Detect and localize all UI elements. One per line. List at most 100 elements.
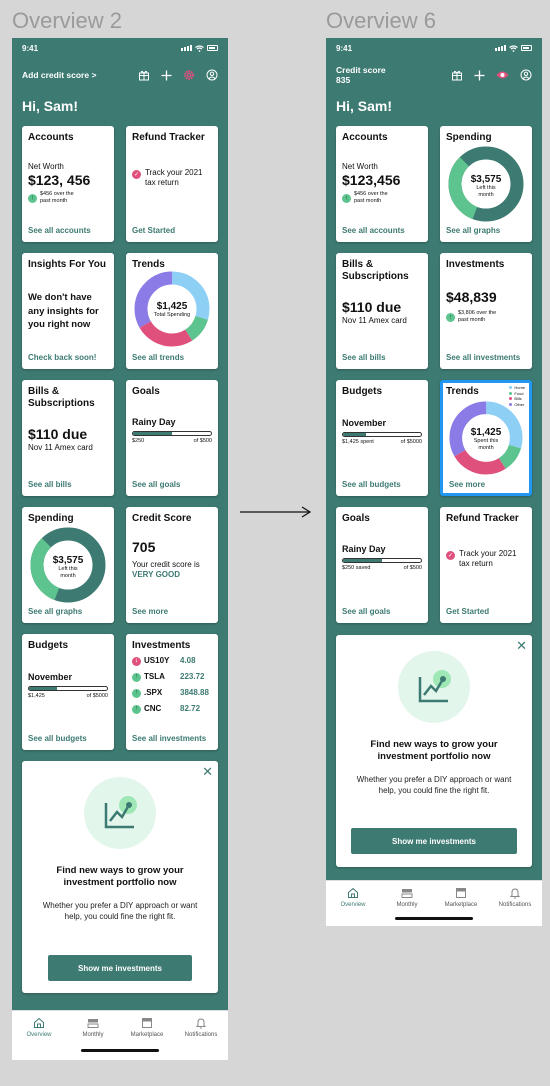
net-worth-value: $123, 456 [28,172,91,188]
see-all-trends-link[interactable]: See all trends [132,353,185,362]
show-me-investments-button[interactable]: Show me investments [351,828,517,854]
stock-value: 223.72 [180,672,205,681]
bills-card[interactable]: Bills & Subscriptions $110 due Nov 11 Ame… [336,253,428,369]
refund-tracker-card[interactable]: Refund Tracker ✓ Track your 2021 tax retu… [440,507,532,623]
settings-gear-icon[interactable] [183,69,195,81]
spending-card[interactable]: Spending $3,575 Left this month See all g… [440,126,532,242]
monthly-icon [87,1019,99,1028]
stock-row[interactable]: ↑ TSLA 223.72 [132,669,212,685]
transition-arrow-icon [240,506,312,518]
tab-bar: Overview Monthly Marketplace Notificatio… [12,1010,228,1060]
tab-monthly[interactable]: Monthly [68,1017,118,1060]
get-started-link[interactable]: Get Started [132,226,176,235]
status-bar: 9:41 [326,38,542,58]
see-all-graphs-link[interactable]: See all graphs [28,607,83,616]
see-all-goals-link[interactable]: See all goals [342,607,391,616]
get-started-link[interactable]: Get Started [446,607,490,616]
tab-overview[interactable]: Overview [328,887,378,926]
trends-card[interactable]: Trends Home Food Bills Other $1,425 Spen… [440,380,532,496]
signal-icon [181,45,192,51]
show-me-investments-button[interactable]: Show me investments [48,955,192,981]
bell-icon [195,1018,207,1029]
stock-row[interactable]: ↓ US10Y 4.08 [132,653,212,669]
see-all-accounts-link[interactable]: See all accounts [342,226,405,235]
tab-notifications[interactable]: Notifications [490,887,540,926]
status-time: 9:41 [336,43,353,53]
accounts-title: Accounts [342,132,388,143]
investments-card[interactable]: Investments $48,839 ↑ $3,806 over the pas… [440,253,532,369]
gift-icon[interactable] [451,69,463,81]
goals-card[interactable]: Goals Rainy Day $250 saved of $500 See al… [336,507,428,623]
tab-overview[interactable]: Overview [14,1017,64,1060]
tab-notifications[interactable]: Notifications [176,1017,226,1060]
see-all-accounts-link[interactable]: See all accounts [28,226,91,235]
add-credit-score-link[interactable]: Add credit score > [22,70,97,80]
gift-icon[interactable] [138,69,150,81]
monthly-icon [401,889,413,898]
stock-symbol: .SPX [144,688,163,697]
stock-row[interactable]: ↑ CNC 82.72 [132,701,212,717]
net-worth-label: Net Worth [342,162,378,171]
accounts-card[interactable]: Accounts Net Worth $123, 456 ↑ $456 over… [22,126,114,242]
refund-tracker-card[interactable]: Refund Tracker ✓ Track your 2021 tax retu… [126,126,218,242]
goals-title: Goals [342,513,370,524]
trends-sub: Total Spending [153,312,191,318]
investment-promo-card: ✕ Find new ways to grow your investment p… [336,635,532,867]
wifi-icon [509,44,518,52]
see-all-budgets-link[interactable]: See all budgets [28,734,87,743]
budgets-card[interactable]: Budgets November $1,425 spent of $5000 Se… [336,380,428,496]
insights-card[interactable]: Insights For You We don't have any insigh… [22,253,114,369]
stock-row[interactable]: ↑ .SPX 3848.88 [132,685,212,701]
bills-card[interactable]: Bills & Subscriptions $110 due Nov 11 Ame… [22,380,114,496]
spending-donut-chart [30,527,106,603]
see-all-goals-link[interactable]: See all goals [132,480,181,489]
home-icon [34,1017,44,1028]
status-bar: 9:41 [12,38,228,58]
close-icon[interactable]: ✕ [202,764,213,779]
budgets-title: Budgets [28,640,68,651]
spending-sub: Left this month [58,566,78,579]
accounts-card[interactable]: Accounts Net Worth $123,456 ↑ $456 over … [336,126,428,242]
stock-symbol: US10Y [144,656,170,665]
see-more-link[interactable]: See more [449,480,486,489]
see-all-investments-link[interactable]: See all investments [446,353,521,362]
battery-icon [521,45,532,51]
see-all-budgets-link[interactable]: See all budgets [342,480,401,489]
arrow-up-icon: ↑ [446,312,455,322]
goals-card[interactable]: Goals Rainy Day $250 of $500 See all goal… [126,380,218,496]
credit-score-card[interactable]: Credit Score 705 Your credit score is VE… [126,507,218,623]
see-more-link[interactable]: See more [132,607,169,616]
see-all-bills-link[interactable]: See all bills [342,353,386,362]
credit-score-header[interactable]: Credit score 835 [336,65,386,85]
investments-card[interactable]: Investments ↓ US10Y 4.08 ↑ TSLA 223.72 ↑ .SPX 38… [126,634,218,750]
budget-to: of $5000 [86,693,108,699]
add-icon[interactable] [474,70,485,81]
tab-marketplace[interactable]: Marketplace [122,1017,172,1060]
add-icon[interactable] [161,70,172,81]
see-all-graphs-link[interactable]: See all graphs [446,226,501,235]
close-icon[interactable]: ✕ [516,638,527,653]
goal-name: Rainy Day [132,417,176,427]
home-indicator [395,917,473,920]
tab-marketplace[interactable]: Marketplace [436,887,486,926]
legend-home: Home [514,385,525,390]
store-icon [456,888,466,898]
see-all-bills-link[interactable]: See all bills [28,480,72,489]
bills-sub: Nov 11 Amex card [342,316,407,325]
spending-card[interactable]: Spending $3,575 Left this month See all g… [22,507,114,623]
teal-background: 9:41 Add credit score > Hi, Sam! Account… [12,38,228,1010]
trends-value: $1,425 [470,427,502,438]
see-all-investments-link[interactable]: See all investments [132,734,207,743]
header-icons [451,69,532,81]
eye-icon[interactable] [496,70,509,80]
goal-name: Rainy Day [342,544,386,554]
trends-card[interactable]: Trends $1,425 Total Spending See all tre… [126,253,218,369]
budgets-card[interactable]: Budgets November $1,425 of $5000 See all … [22,634,114,750]
stock-symbol: CNC [144,704,162,713]
profile-icon[interactable] [520,69,532,81]
budget-progress-bar [342,432,422,437]
profile-icon[interactable] [206,69,218,81]
legend-other: Other [514,401,525,407]
tab-monthly[interactable]: Monthly [382,887,432,926]
check-back-link[interactable]: Check back soon! [28,353,97,362]
